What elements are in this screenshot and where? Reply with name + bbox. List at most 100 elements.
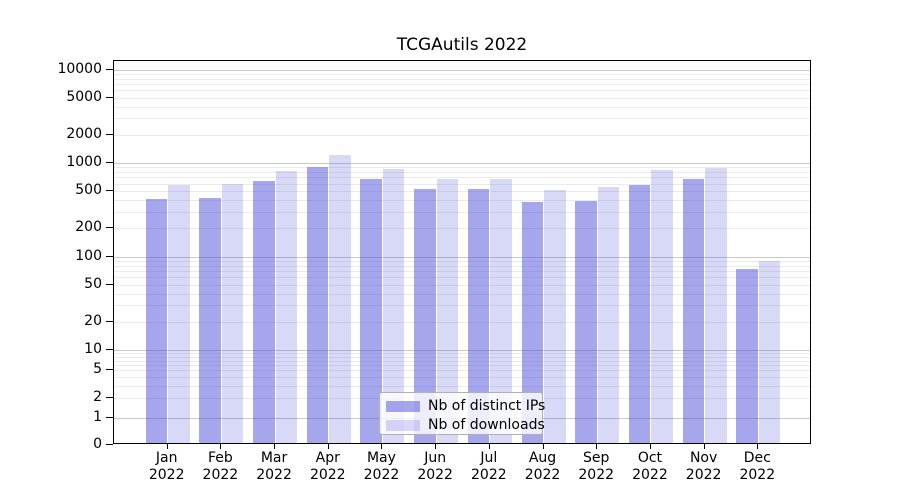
gridline-minor	[114, 385, 810, 387]
x-tick-mark	[596, 444, 598, 449]
gridline-minor	[114, 191, 810, 193]
y-tick-mark	[106, 417, 113, 418]
bar-downloads-dec	[758, 260, 781, 443]
bar-downloads-nov	[705, 167, 727, 443]
gridline-major	[114, 69, 810, 71]
bar-downloads-jun	[436, 178, 459, 443]
y-tick-label: 0	[93, 436, 102, 452]
bar-downloads-feb	[221, 183, 244, 443]
x-tick-mark	[327, 444, 329, 449]
bar-distinct-ips-sep	[575, 201, 597, 443]
gridline-minor	[114, 183, 810, 185]
legend-row-distinct-ips: Nb of distinct IPs	[386, 397, 546, 415]
gridline-minor	[114, 356, 810, 358]
y-tick-label: 5000	[66, 88, 102, 105]
y-tick-label: 50	[84, 275, 102, 292]
downloads-swatch	[386, 419, 420, 431]
gridline-minor	[114, 83, 810, 85]
x-tick-mark	[488, 444, 490, 449]
x-tick-label-mar: Mar 2022	[256, 450, 292, 483]
y-tick-mark	[106, 190, 113, 192]
y-tick-label: 500	[75, 182, 102, 199]
x-tick-mark	[166, 444, 168, 449]
gridline-minor	[114, 73, 810, 75]
y-tick-mark	[106, 96, 113, 98]
y-tick-label: 100	[75, 247, 102, 264]
x-tick-label-sep: Sep 2022	[578, 450, 615, 483]
y-tick-label: 200	[75, 219, 102, 236]
gridline-minor	[114, 228, 810, 230]
y-tick-label: 1000	[66, 154, 102, 170]
y-tick-mark	[106, 369, 113, 371]
bar-distinct-ips-feb	[199, 198, 221, 443]
bar-distinct-ips-aug	[521, 201, 544, 443]
y-tick-mark	[106, 68, 113, 70]
legend-label-downloads: Nb of downloads	[428, 417, 545, 433]
gridline-major	[114, 256, 810, 258]
y-tick-label: 20	[84, 312, 102, 329]
x-tick-label-jul: Jul 2022	[471, 450, 507, 483]
gridline-minor	[114, 277, 810, 279]
y-tick-label: 1	[93, 409, 102, 425]
gridline-minor	[114, 370, 810, 372]
gridline-minor	[114, 172, 810, 174]
gridline-minor	[114, 377, 810, 379]
gridline-minor	[114, 97, 810, 99]
plot-area	[113, 60, 811, 444]
bar-distinct-ips-mar	[253, 181, 275, 443]
gridline-minor	[114, 365, 810, 367]
y-tick-mark	[106, 162, 113, 163]
y-tick-mark	[106, 133, 113, 135]
bar-distinct-ips-nov	[682, 179, 705, 443]
x-tick-label-jan: Jan 2022	[148, 450, 185, 483]
x-tick-label-dec: Dec 2022	[739, 450, 776, 483]
y-tick-mark	[106, 227, 113, 229]
gridline-minor	[114, 284, 810, 286]
x-tick-mark	[381, 444, 383, 449]
x-tick-mark	[703, 444, 705, 449]
y-tick-mark	[106, 396, 113, 398]
gridline-major	[114, 163, 810, 164]
legend-label-distinct-ips: Nb of distinct IPs	[428, 398, 546, 414]
gridline-minor	[114, 360, 810, 362]
x-tick-mark	[542, 444, 544, 449]
y-tick-mark	[106, 349, 113, 350]
y-tick-label: 5	[93, 361, 102, 378]
gridline-minor	[114, 118, 810, 120]
distinct-ips-swatch	[386, 400, 420, 412]
bar-distinct-ips-apr	[306, 167, 329, 443]
gridline-minor	[114, 260, 810, 262]
bar-downloads-jan	[168, 185, 190, 443]
bar-distinct-ips-jul	[467, 189, 490, 443]
y-tick-mark	[106, 283, 113, 285]
gridline-major	[114, 350, 810, 351]
bar-distinct-ips-jun	[414, 188, 436, 443]
x-tick-mark	[757, 444, 759, 449]
x-tick-mark	[649, 444, 651, 449]
gridline-minor	[114, 90, 810, 92]
bar-downloads-jul	[490, 178, 512, 443]
legend-row-downloads: Nb of downloads	[386, 416, 545, 434]
bar-downloads-sep	[597, 186, 620, 443]
y-tick-mark	[106, 320, 113, 322]
legend: Nb of distinct IPs Nb of downloads	[379, 392, 546, 435]
x-tick-label-may: May 2022	[363, 450, 400, 483]
bar-distinct-ips-jan	[145, 199, 168, 443]
bar-distinct-ips-oct	[628, 185, 651, 443]
x-tick-label-jun: Jun 2022	[417, 450, 453, 483]
gridline-minor	[114, 106, 810, 108]
bar-distinct-ips-dec	[736, 269, 758, 443]
gridline-minor	[114, 167, 810, 169]
bar-downloads-oct	[651, 170, 673, 443]
y-tick-label: 10000	[57, 60, 102, 77]
bar-downloads-apr	[329, 154, 351, 443]
gridline-minor	[114, 321, 810, 323]
x-tick-mark	[220, 444, 222, 449]
gridline-minor	[114, 353, 810, 355]
bar-downloads-aug	[544, 190, 566, 443]
gridline-minor	[114, 293, 810, 295]
x-tick-label-nov: Nov 2022	[685, 450, 722, 483]
bar-downloads-may	[382, 168, 405, 443]
x-tick-label-apr: Apr 2022	[309, 450, 346, 483]
